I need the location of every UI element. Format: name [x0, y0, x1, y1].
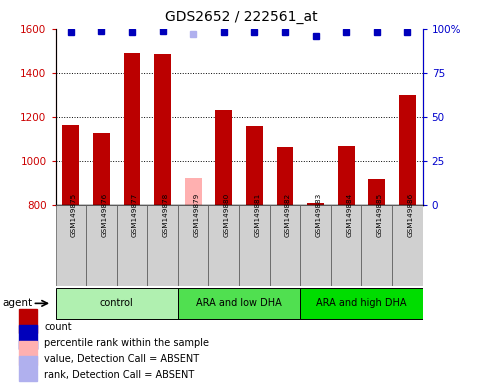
Text: GSM149878: GSM149878: [163, 193, 169, 237]
Bar: [19, 356, 38, 381]
Bar: [19, 309, 38, 333]
Text: value, Detection Call = ABSENT: value, Detection Call = ABSENT: [44, 354, 199, 364]
Bar: [117, 205, 147, 286]
Bar: [300, 288, 423, 319]
Bar: [399, 95, 416, 205]
Text: GSM149883: GSM149883: [315, 193, 322, 237]
Bar: [147, 205, 178, 286]
Bar: [392, 205, 423, 286]
Text: GSM149884: GSM149884: [346, 193, 352, 237]
Bar: [185, 178, 201, 205]
Bar: [56, 205, 86, 286]
Bar: [369, 179, 385, 205]
Text: GSM149876: GSM149876: [101, 193, 107, 237]
Bar: [93, 132, 110, 205]
Bar: [124, 53, 141, 205]
Bar: [331, 205, 361, 286]
Bar: [154, 54, 171, 205]
Text: count: count: [44, 322, 72, 332]
Text: GDS2652 / 222561_at: GDS2652 / 222561_at: [165, 10, 318, 23]
Bar: [338, 146, 355, 205]
Bar: [361, 205, 392, 286]
Bar: [86, 205, 117, 286]
Text: GSM149879: GSM149879: [193, 193, 199, 237]
Bar: [246, 126, 263, 205]
Bar: [215, 111, 232, 205]
Bar: [178, 288, 300, 319]
Text: ARA and low DHA: ARA and low DHA: [196, 298, 282, 308]
Bar: [270, 205, 300, 286]
Text: ARA and high DHA: ARA and high DHA: [316, 298, 407, 308]
Bar: [239, 205, 270, 286]
Bar: [19, 341, 38, 365]
Text: GSM149886: GSM149886: [407, 193, 413, 237]
Bar: [209, 205, 239, 286]
Text: rank, Detection Call = ABSENT: rank, Detection Call = ABSENT: [44, 370, 195, 380]
Bar: [277, 147, 293, 205]
Text: GSM149875: GSM149875: [71, 193, 77, 237]
Bar: [300, 205, 331, 286]
Text: GSM149877: GSM149877: [132, 193, 138, 237]
Bar: [62, 125, 79, 205]
Text: control: control: [100, 298, 134, 308]
Bar: [56, 288, 178, 319]
Bar: [19, 325, 38, 349]
Text: GSM149880: GSM149880: [224, 193, 230, 237]
Text: GSM149881: GSM149881: [255, 193, 260, 237]
Text: agent: agent: [2, 298, 32, 308]
Text: percentile rank within the sample: percentile rank within the sample: [44, 338, 210, 348]
Text: GSM149882: GSM149882: [285, 193, 291, 237]
Text: GSM149885: GSM149885: [377, 193, 383, 237]
Bar: [178, 205, 209, 286]
Bar: [307, 203, 324, 205]
